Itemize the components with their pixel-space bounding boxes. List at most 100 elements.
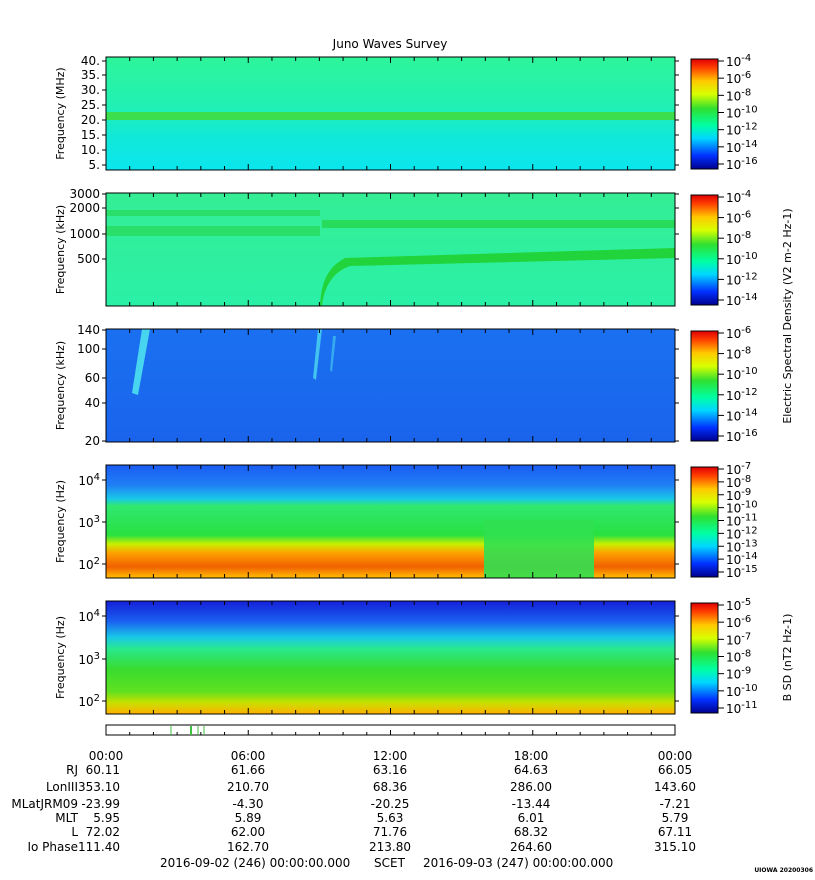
ephemeris-value: 63.16 [373,763,407,777]
ephemeris-value: -13.44 [512,797,551,811]
ephemeris-value: 353.10 [78,780,120,794]
y-tick-label: 104 [78,472,100,488]
ephemeris-value: 5.89 [235,811,262,825]
panel-3-burst-3 [330,336,336,372]
ephemeris-row-label: MLatJRM09 [11,797,78,811]
y-tick-label: 3000 [69,187,100,201]
colorbar-tick-label: 10-12 [726,271,758,287]
colorbar-tick-label: 10-8 [726,649,751,665]
footer-scet-label: SCET [374,856,405,870]
ephemeris-value: 64.63 [514,763,548,777]
colorbar-tick-label: 10-5 [726,597,751,613]
colorbar-tick-label: 10-15 [726,564,758,580]
y-tick-label: 35. [81,68,100,82]
ephemeris-value: 162.70 [227,840,269,854]
panel-5 [105,600,676,715]
colorbar-tick-label: 10-12 [726,122,758,138]
colorbar-tick-label: 10-4 [726,53,751,69]
y-tick-label: 60 [85,371,100,385]
ephemeris-value: 143.60 [654,780,696,794]
y-tick-label: 40. [81,54,100,68]
y-tick-label: 100 [77,342,100,356]
colorbar-tick-label: 10-14 [726,551,758,567]
watermark: UIOWA 20200306 [754,867,813,874]
ephemeris-value: 71.76 [373,825,407,839]
time-tick-label: 00:00 [89,749,124,763]
y-tick-label: 10. [81,143,100,157]
colorbar-tick-label: 10-8 [726,230,751,246]
panel-4-quiet-interval [484,520,594,578]
colorbar-tick-label: 10-14 [726,407,758,423]
y-tick-label: 102 [78,556,100,572]
footer-start-time: 2016-09-02 (246) 00:00:00.000 [160,856,351,870]
colorbar-tick-label: 10-11 [726,513,758,529]
ephemeris-value: 62.00 [231,825,265,839]
colorbar-tick-label: 10-16 [726,156,758,172]
panel-2-band-lower-late [320,248,675,306]
y-axis-label: Frequency (kHz) [54,341,67,430]
y-tick-label: 20 [85,434,100,448]
ephemeris-value: 61.66 [231,763,265,777]
ephemeris-value: 67.11 [658,825,692,839]
ephemeris-value: 68.32 [514,825,548,839]
y-tick-label: 1000 [69,227,100,241]
ephemeris-value: 5.63 [377,811,404,825]
colorbar-tick-label: 10-11 [726,700,758,716]
chart-title: Juno Waves Survey [332,37,448,51]
y-tick-label: 104 [78,608,100,624]
colorbar-5 [690,602,719,714]
ephemeris-row-label: L [71,825,78,839]
ephemeris-value: 111.40 [78,840,120,854]
colorbar-4 [690,466,719,578]
colorbar-tick-label: 10-13 [726,538,758,554]
chart-labels: 40.35.30.25.20.15.10.5. Frequency (MHz) 10… [11,53,794,854]
ephemeris-row-label: MLT [55,811,78,825]
colorbar-tick-label: 10-16 [726,428,758,444]
colorbar-tick-label: 10-7 [726,631,751,647]
y-tick-label: 102 [78,693,100,709]
ephemeris-value: 315.10 [654,840,696,854]
colorbar-label: B SD (nT2 Hz-1) [781,614,794,702]
y-axis-label: Frequency (Hz) [54,480,67,563]
colorbar-tick-label: 10-9 [726,666,751,682]
colorbar-tick-label: 10-14 [726,292,758,308]
colorbar-tick-label: 10-4 [726,189,751,205]
ephemeris-value: 210.70 [227,780,269,794]
panel-2-band-upper-late [322,220,675,228]
colorbar-tick-label: 10-10 [726,366,758,382]
panel-4 [105,464,676,579]
ephemeris-value: -20.25 [371,797,410,811]
ephemeris-value: 66.05 [658,763,692,777]
y-tick-label: 5. [89,158,100,172]
y-tick-label: 25. [81,98,100,112]
panel-3 [105,328,676,443]
footer-end-time: 2016-09-03 (247) 00:00:00.000 [423,856,614,870]
time-tick-label: 12:00 [373,749,408,763]
colorbar-tick-label: 10-6 [726,614,751,630]
colorbar-tick-label: 10-10 [726,500,758,516]
panel-2-band-upper-early [106,210,320,216]
colorbar-label: Electric Spectral Density (V2 m-2 Hz-1) [781,208,794,423]
y-tick-label: 500 [77,252,100,266]
ephemeris-value: 60.11 [86,763,120,777]
ephemeris-value: 286.00 [510,780,552,794]
y-tick-label: 40 [85,396,100,410]
ephemeris-value: -4.30 [232,797,263,811]
y-tick-label: 103 [78,514,100,530]
y-axis-label: Frequency (MHz) [54,67,67,159]
ephemeris-value: 6.01 [518,811,545,825]
y-tick-label: 30. [81,83,100,97]
colorbar-tick-label: 10-6 [726,70,751,86]
colorbar-tick-label: 10-10 [726,251,758,267]
ephemeris-value: -7.21 [659,797,690,811]
y-axis-label: Frequency (Hz) [54,616,67,699]
ephemeris-value: 213.80 [369,840,411,854]
colorbar-tick-label: 10-12 [726,525,758,541]
panel-3-spectrogram [106,329,675,442]
colorbar-3 [690,330,719,442]
panel-2-band-mid-early [106,226,320,236]
colorbar-tick-label: 10-12 [726,387,758,403]
ephemeris-value: -23.99 [81,797,120,811]
colorbar-1 [690,58,719,170]
